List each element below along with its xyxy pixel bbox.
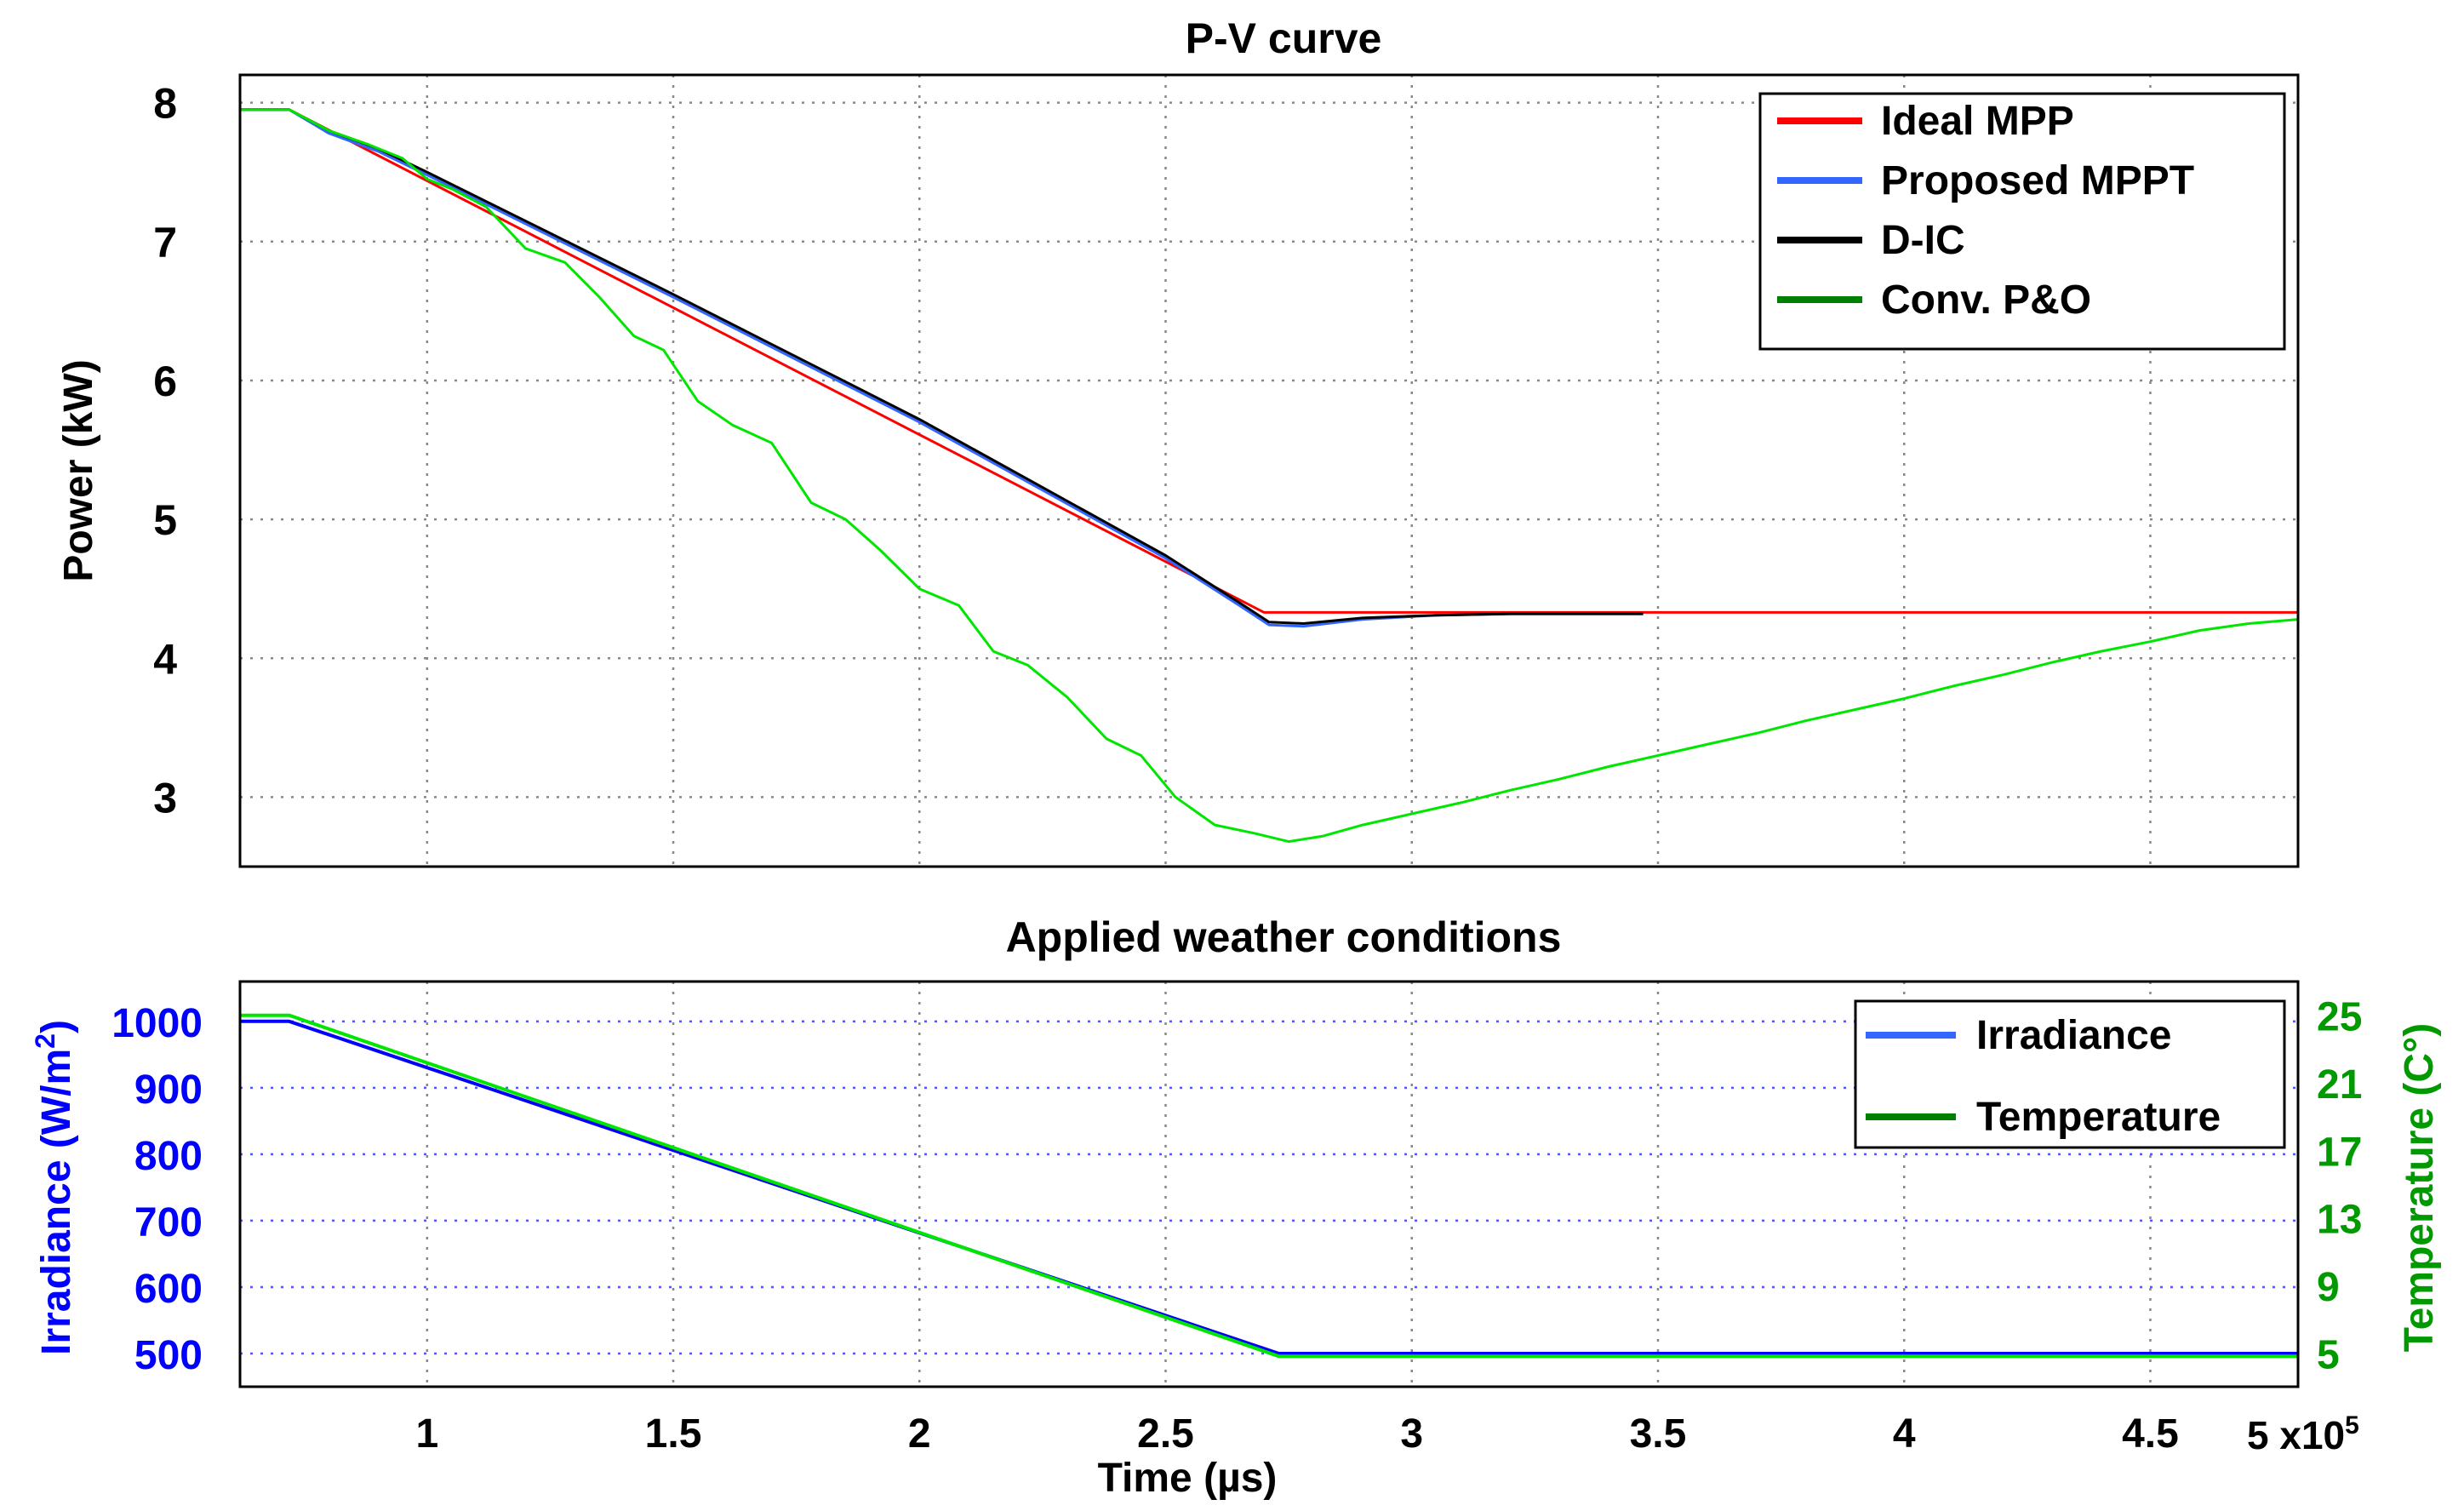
chart-title: P-V curve [1186, 14, 1382, 62]
left-y-tick-label: 900 [134, 1067, 203, 1113]
x-tick-label: 2 [908, 1411, 931, 1457]
legend-box [1758, 92, 2286, 351]
legend-entry-label: Proposed MPPT [1881, 158, 2194, 203]
x-tick-label: 4 [1893, 1411, 1916, 1457]
x-tick-label: 3.5 [1630, 1411, 1687, 1457]
legend-entry-label: Conv. P&O [1881, 278, 2091, 323]
x-tick-label: 4.5 [2122, 1411, 2179, 1457]
y-tick-label: 4 [153, 635, 177, 683]
x-multiplier-exponent: 5 [2345, 1411, 2359, 1439]
plot-frame [238, 73, 2300, 868]
legend-box [1854, 999, 2286, 1149]
y-tick-label: 5 [153, 496, 177, 544]
left-y-tick-label: 600 [134, 1267, 203, 1312]
pv-curve-chart: P-V curve 3 4 5 6 7 8 Power (kW) Ideal MPP Pro… [56, 14, 2300, 868]
legend-entry-label: Irradiance [1976, 1013, 2171, 1058]
right-y-tick-label: 13 [2317, 1198, 2362, 1243]
weather-conditions-chart: Applied weather conditions 500 600 700 800 9… [30, 913, 2442, 1501]
series-line [240, 108, 2299, 844]
x-multiplier-label: 5 x105 [2247, 1411, 2359, 1457]
series-lines [240, 108, 2299, 844]
left-y-tick-label: 500 [134, 1333, 203, 1378]
right-y-tick-label: 9 [2317, 1265, 2340, 1310]
x-tick-label: 1.5 [645, 1411, 702, 1457]
x-multiplier-text: 5 x10 [2247, 1413, 2345, 1457]
right-y-tick-label: 21 [2317, 1062, 2362, 1107]
legend-entry-label: Ideal MPP [1881, 99, 2074, 144]
y-tick-label: 8 [153, 80, 177, 128]
left-y-tick-label: 1000 [111, 1001, 203, 1046]
x-tick-labels: 1 1.5 2 2.5 3 3.5 4 4.5 [415, 1411, 2178, 1457]
left-y-tick-label: 800 [134, 1134, 203, 1179]
left-y-tick-labels: 500 600 700 800 900 1000 [111, 1001, 203, 1378]
x-tick-label: 3 [1400, 1411, 1423, 1457]
y-tick-label: 6 [153, 358, 177, 405]
series-lines [240, 1013, 2298, 1359]
y-tick-labels: 3 4 5 6 7 8 [153, 80, 177, 822]
left-y-axis-label-close: ) [34, 1020, 79, 1033]
legend: Ideal MPP Proposed MPPT D-IC Conv. P&O [1758, 92, 2286, 351]
right-y-tick-label: 25 [2317, 995, 2362, 1040]
right-y-axis-label: Temperature (C°) [2397, 1023, 2442, 1352]
left-y-tick-label: 700 [134, 1200, 203, 1245]
chart-title: Applied weather conditions [1006, 913, 1562, 961]
legend: Irradiance Temperature [1854, 999, 2286, 1149]
x-tick-label: 1 [415, 1411, 438, 1457]
y-tick-label: 7 [153, 219, 177, 266]
right-y-tick-label: 5 [2317, 1332, 2340, 1377]
left-y-axis-label-text: Irradiance (W/m [34, 1049, 79, 1355]
right-y-tick-labels: 5 9 13 17 21 25 [2317, 995, 2362, 1378]
grid [240, 982, 2298, 1387]
legend-entry-label: D-IC [1881, 218, 1965, 263]
legend-entry-label: Temperature [1976, 1095, 2221, 1140]
x-axis-label: Time (µs) [1098, 1456, 1278, 1501]
right-y-tick-label: 17 [2317, 1130, 2362, 1175]
y-tick-label: 3 [153, 774, 177, 821]
left-y-axis-label: Irradiance (W/m2) [30, 1020, 79, 1355]
series-line [240, 1013, 2298, 1359]
left-y-axis-label-superscript: 2 [30, 1033, 60, 1049]
x-tick-label: 2.5 [1137, 1411, 1194, 1457]
y-axis-label: Power (kW) [56, 359, 101, 581]
plot-frame [238, 980, 2300, 1388]
